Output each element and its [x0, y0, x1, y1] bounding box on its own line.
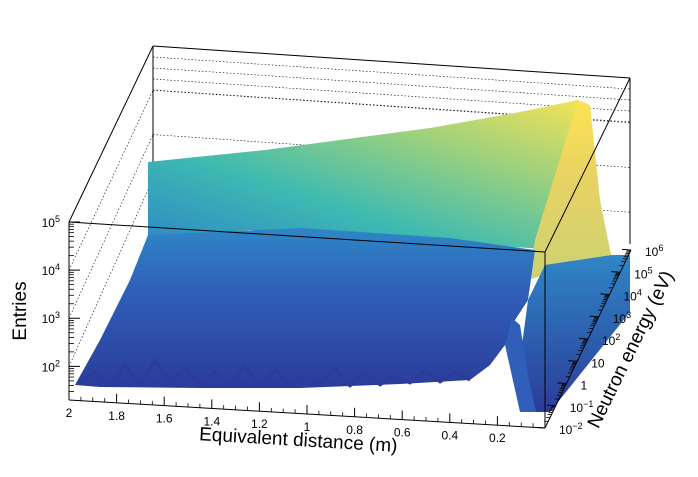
- grid-line: [68, 178, 154, 367]
- grid-line: [152, 89, 631, 123]
- y-tick-label: 105: [634, 265, 652, 281]
- surface-front-slab: [75, 228, 535, 388]
- y-tick-mark: [621, 248, 632, 251]
- x-axis-title: Equivalent distance (m): [199, 424, 398, 457]
- y-tick-label: 10−1: [570, 399, 594, 415]
- x-tick-label: 1.6: [156, 412, 173, 426]
- z-axis: 102 103 104 105: [42, 214, 80, 392]
- z-axis-title: Entries: [10, 281, 31, 340]
- grid-line: [152, 67, 631, 101]
- x-tick-label: 0.8: [346, 423, 363, 437]
- y-tick-mark: [568, 360, 578, 362]
- x-tick-label: 1.8: [108, 409, 125, 423]
- surface: [75, 100, 630, 412]
- z-tick-label: 102: [42, 358, 60, 374]
- y-tick-mark: [611, 271, 621, 273]
- y-tick-label: 104: [624, 288, 642, 304]
- grid-line: [152, 78, 631, 112]
- x-axis: 2 1.8 1.6 1.4 1.2 1 0.8 0.6 0.4 0.2: [66, 391, 534, 445]
- y-tick-label: 102: [602, 332, 620, 348]
- y-axis: 10−2 10−1 110 102 103 104 105 106: [535, 243, 663, 437]
- y-tick-mark: [535, 426, 546, 429]
- surface-near-dip: [505, 318, 536, 412]
- z-tick-label: 104: [42, 262, 60, 278]
- grid-line: [152, 56, 631, 90]
- y-tick-label: 1: [581, 379, 588, 393]
- grid-line: [152, 45, 631, 79]
- x-tick-label: 1.2: [251, 417, 268, 431]
- x-tick-label: 0.4: [441, 428, 458, 442]
- y-tick-label: 10: [591, 356, 605, 370]
- x-tick-label: 1.4: [203, 414, 220, 428]
- surface-noise: [79, 358, 471, 388]
- grid-line: [68, 134, 154, 319]
- grid-line: [68, 45, 154, 223]
- grid-line: [152, 89, 631, 124]
- z-tick-label: 103: [42, 310, 60, 326]
- grid-line: [68, 90, 154, 271]
- y-tick-mark: [557, 382, 567, 384]
- x-tick-label: 0.6: [394, 426, 411, 440]
- y-tick-mark: [546, 404, 556, 407]
- y-tick-label: 106: [645, 243, 663, 259]
- surface-back-slope: [148, 100, 598, 250]
- x-tick-label: 0.2: [489, 431, 506, 445]
- x-tick-label: 2: [66, 406, 73, 420]
- y-tick-mark: [589, 315, 599, 318]
- x-tick-label: 1: [304, 420, 311, 434]
- y-tick-mark: [578, 337, 589, 340]
- y-tick-label: 103: [613, 310, 631, 326]
- z-tick-label: 105: [42, 214, 60, 230]
- y-tick-mark: [600, 293, 610, 295]
- y-tick-label: 10−2: [559, 421, 583, 437]
